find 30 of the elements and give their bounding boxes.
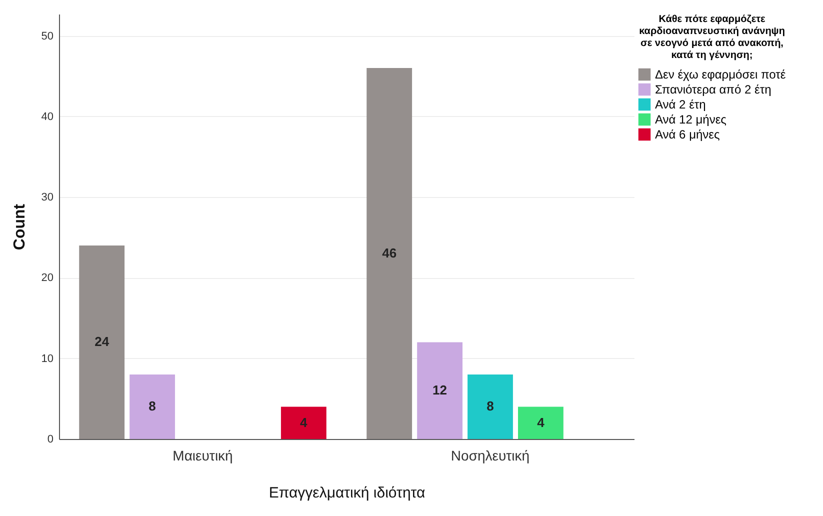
bar xyxy=(518,406,564,439)
bar xyxy=(468,374,513,439)
legend-title: Κάθε πότε εφαρμόζετε καρδιοαναπνευστική ανάνηψη σε νεογνό μετά από ανακοπή, κατά τη γέννηση; xyxy=(639,14,785,61)
legend-label: Δεν έχω εφαρμόσει ποτέ xyxy=(655,68,786,82)
legend-label: Ανά 6 μήνες xyxy=(655,128,720,142)
y-tick-label: 20 xyxy=(41,272,54,284)
y-tick-label: 50 xyxy=(41,30,54,42)
data-label: 12 xyxy=(432,382,448,398)
y-tick-label: 10 xyxy=(41,352,54,365)
data-label: 4 xyxy=(300,414,308,430)
bar xyxy=(366,68,412,439)
legend-label: Σπανιότερα από 2 έτη xyxy=(655,82,772,96)
y-tick-label: 0 xyxy=(47,434,54,446)
bar xyxy=(417,342,462,439)
bar xyxy=(280,406,326,439)
x-axis-title: Επαγγελματική ιδιότητα xyxy=(268,484,426,502)
x-tick-label: Νοσηλευτική xyxy=(450,448,530,464)
y-axis-title: Count xyxy=(11,203,28,250)
y-tick-label: 40 xyxy=(41,110,54,123)
y-tick-label: 30 xyxy=(41,192,54,204)
bar xyxy=(79,245,125,439)
data-label: 8 xyxy=(486,398,494,414)
bar xyxy=(130,374,175,439)
legend-label: Ανά 2 έτη xyxy=(655,98,706,112)
data-label: 8 xyxy=(148,398,156,414)
legend-label: Ανά 12 μήνες xyxy=(655,112,727,126)
x-tick-label: Μαιευτική xyxy=(172,448,233,464)
data-label: 46 xyxy=(382,246,397,261)
data-label: 24 xyxy=(94,334,110,350)
data-label: 4 xyxy=(537,414,546,430)
